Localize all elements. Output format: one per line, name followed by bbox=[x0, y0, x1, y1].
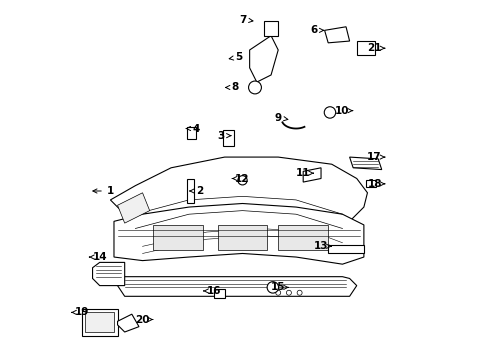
Polygon shape bbox=[187, 127, 196, 139]
Circle shape bbox=[275, 290, 280, 295]
Text: 1: 1 bbox=[92, 186, 114, 196]
Bar bbox=[82, 309, 117, 336]
Polygon shape bbox=[263, 21, 278, 36]
Text: 4: 4 bbox=[186, 124, 199, 134]
Polygon shape bbox=[187, 178, 194, 203]
Polygon shape bbox=[117, 193, 150, 223]
Circle shape bbox=[267, 282, 278, 293]
Text: 6: 6 bbox=[310, 25, 323, 35]
Text: 9: 9 bbox=[274, 113, 287, 123]
Circle shape bbox=[324, 107, 335, 118]
Polygon shape bbox=[117, 314, 139, 332]
Text: 17: 17 bbox=[366, 152, 384, 162]
Circle shape bbox=[286, 290, 291, 295]
Circle shape bbox=[237, 176, 247, 185]
Polygon shape bbox=[114, 203, 363, 264]
Polygon shape bbox=[356, 41, 374, 55]
Polygon shape bbox=[349, 157, 381, 170]
Text: 21: 21 bbox=[366, 43, 384, 53]
Text: 20: 20 bbox=[135, 315, 152, 325]
Text: 14: 14 bbox=[90, 252, 107, 262]
Polygon shape bbox=[213, 289, 224, 298]
Text: 18: 18 bbox=[366, 179, 384, 189]
Polygon shape bbox=[223, 130, 233, 146]
Text: 8: 8 bbox=[225, 82, 239, 92]
Text: 13: 13 bbox=[313, 241, 331, 251]
Polygon shape bbox=[110, 277, 356, 296]
Polygon shape bbox=[249, 36, 278, 82]
Polygon shape bbox=[328, 245, 363, 253]
Polygon shape bbox=[110, 157, 367, 225]
Circle shape bbox=[248, 81, 261, 94]
Text: 19: 19 bbox=[72, 307, 89, 317]
Polygon shape bbox=[217, 225, 267, 250]
Text: 12: 12 bbox=[232, 174, 249, 183]
Polygon shape bbox=[324, 27, 349, 43]
Text: 2: 2 bbox=[190, 186, 203, 196]
Circle shape bbox=[297, 290, 302, 295]
Text: 11: 11 bbox=[295, 168, 313, 178]
Text: 15: 15 bbox=[271, 282, 288, 292]
Polygon shape bbox=[153, 225, 203, 250]
Text: 10: 10 bbox=[334, 106, 352, 116]
Bar bbox=[85, 312, 114, 332]
Polygon shape bbox=[92, 262, 124, 286]
Text: 5: 5 bbox=[229, 52, 242, 62]
Polygon shape bbox=[365, 180, 376, 187]
Text: 7: 7 bbox=[238, 15, 253, 25]
Polygon shape bbox=[278, 225, 328, 250]
Polygon shape bbox=[302, 168, 320, 182]
Text: 3: 3 bbox=[217, 131, 230, 141]
Text: 16: 16 bbox=[203, 286, 221, 296]
